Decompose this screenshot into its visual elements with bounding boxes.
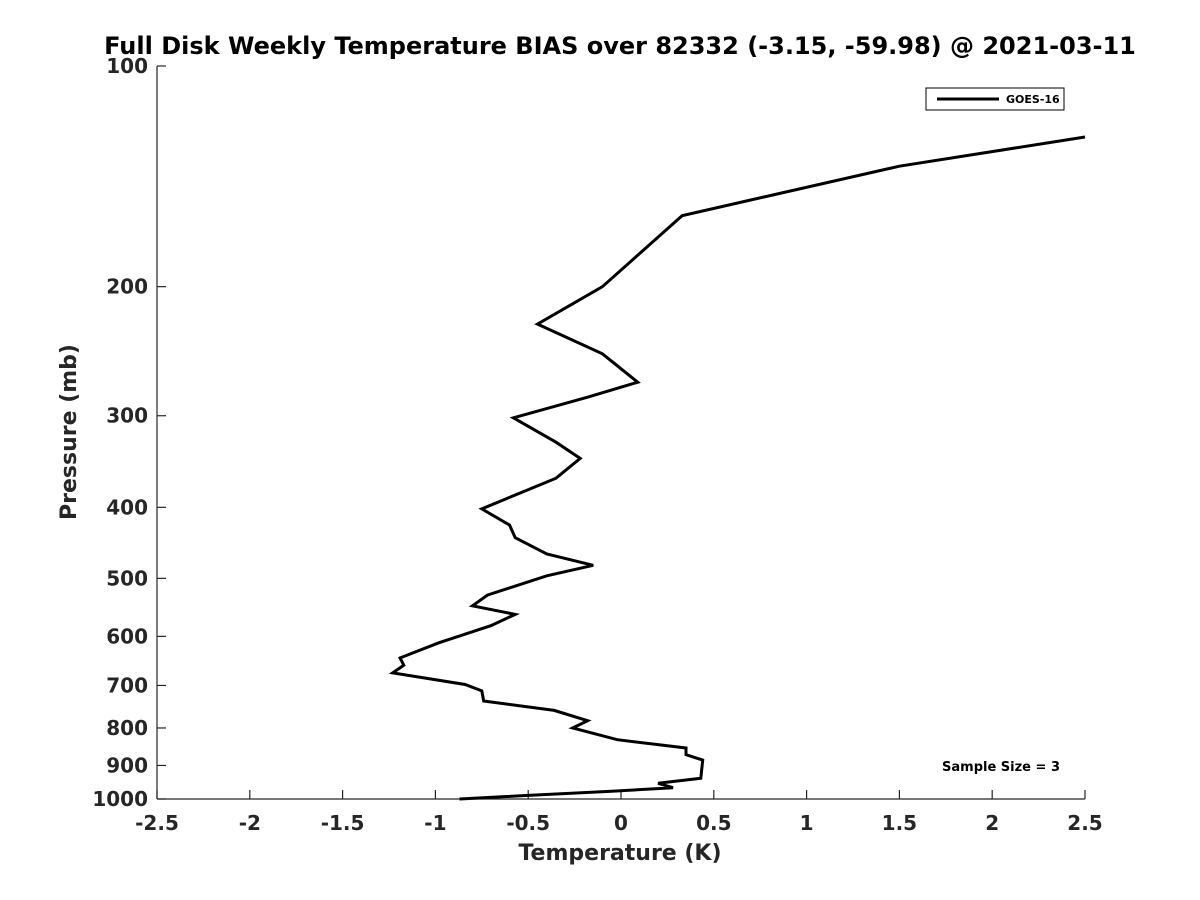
y-tick-labels: 100 200 300 400 500 600 700 800 900 1000 bbox=[92, 54, 148, 811]
y-tick-label: 400 bbox=[106, 495, 148, 519]
series-line-goes-16 bbox=[388, 135, 1086, 801]
x-tick-label: 1 bbox=[800, 811, 814, 835]
legend: GOES-16 bbox=[925, 87, 1065, 111]
x-tick-label: -1.5 bbox=[321, 811, 365, 835]
axes bbox=[156, 66, 1085, 800]
chart-title: Full Disk Weekly Temperature BIAS over 8… bbox=[104, 32, 1136, 60]
x-tick-label: -1 bbox=[424, 811, 446, 835]
x-tick-label: -2 bbox=[239, 811, 261, 835]
y-tick-label: 800 bbox=[106, 716, 148, 740]
x-tick-label: -2.5 bbox=[135, 811, 179, 835]
y-tick-label: 100 bbox=[106, 54, 148, 78]
y-tick-label: 900 bbox=[106, 753, 148, 777]
y-tick-label: 600 bbox=[106, 624, 148, 648]
x-tick-label: 0.5 bbox=[696, 811, 731, 835]
tick-marks bbox=[156, 65, 1086, 800]
x-tick-label: 2.5 bbox=[1067, 811, 1102, 835]
x-axis-label: Temperature (K) bbox=[518, 841, 721, 866]
y-axis-label: Pressure (mb) bbox=[57, 344, 82, 520]
legend-label: GOES-16 bbox=[1006, 93, 1060, 106]
series-layer bbox=[388, 135, 1086, 801]
y-tick-label: 500 bbox=[106, 566, 148, 590]
y-tick-label: 1000 bbox=[92, 787, 148, 811]
y-tick-label: 700 bbox=[106, 673, 148, 697]
x-tick-label: -0.5 bbox=[506, 811, 550, 835]
x-tick-labels: -2.5 -2 -1.5 -1 -0.5 0 0.5 1 1.5 2 2.5 bbox=[135, 811, 1103, 835]
sample-size-annotation: Sample Size = 3 bbox=[942, 760, 1060, 775]
x-tick-label: 0 bbox=[614, 811, 628, 835]
y-tick-label: 300 bbox=[106, 404, 148, 428]
x-tick-label: 1.5 bbox=[882, 811, 917, 835]
x-tick-label: 2 bbox=[985, 811, 999, 835]
y-tick-label: 200 bbox=[106, 275, 148, 299]
